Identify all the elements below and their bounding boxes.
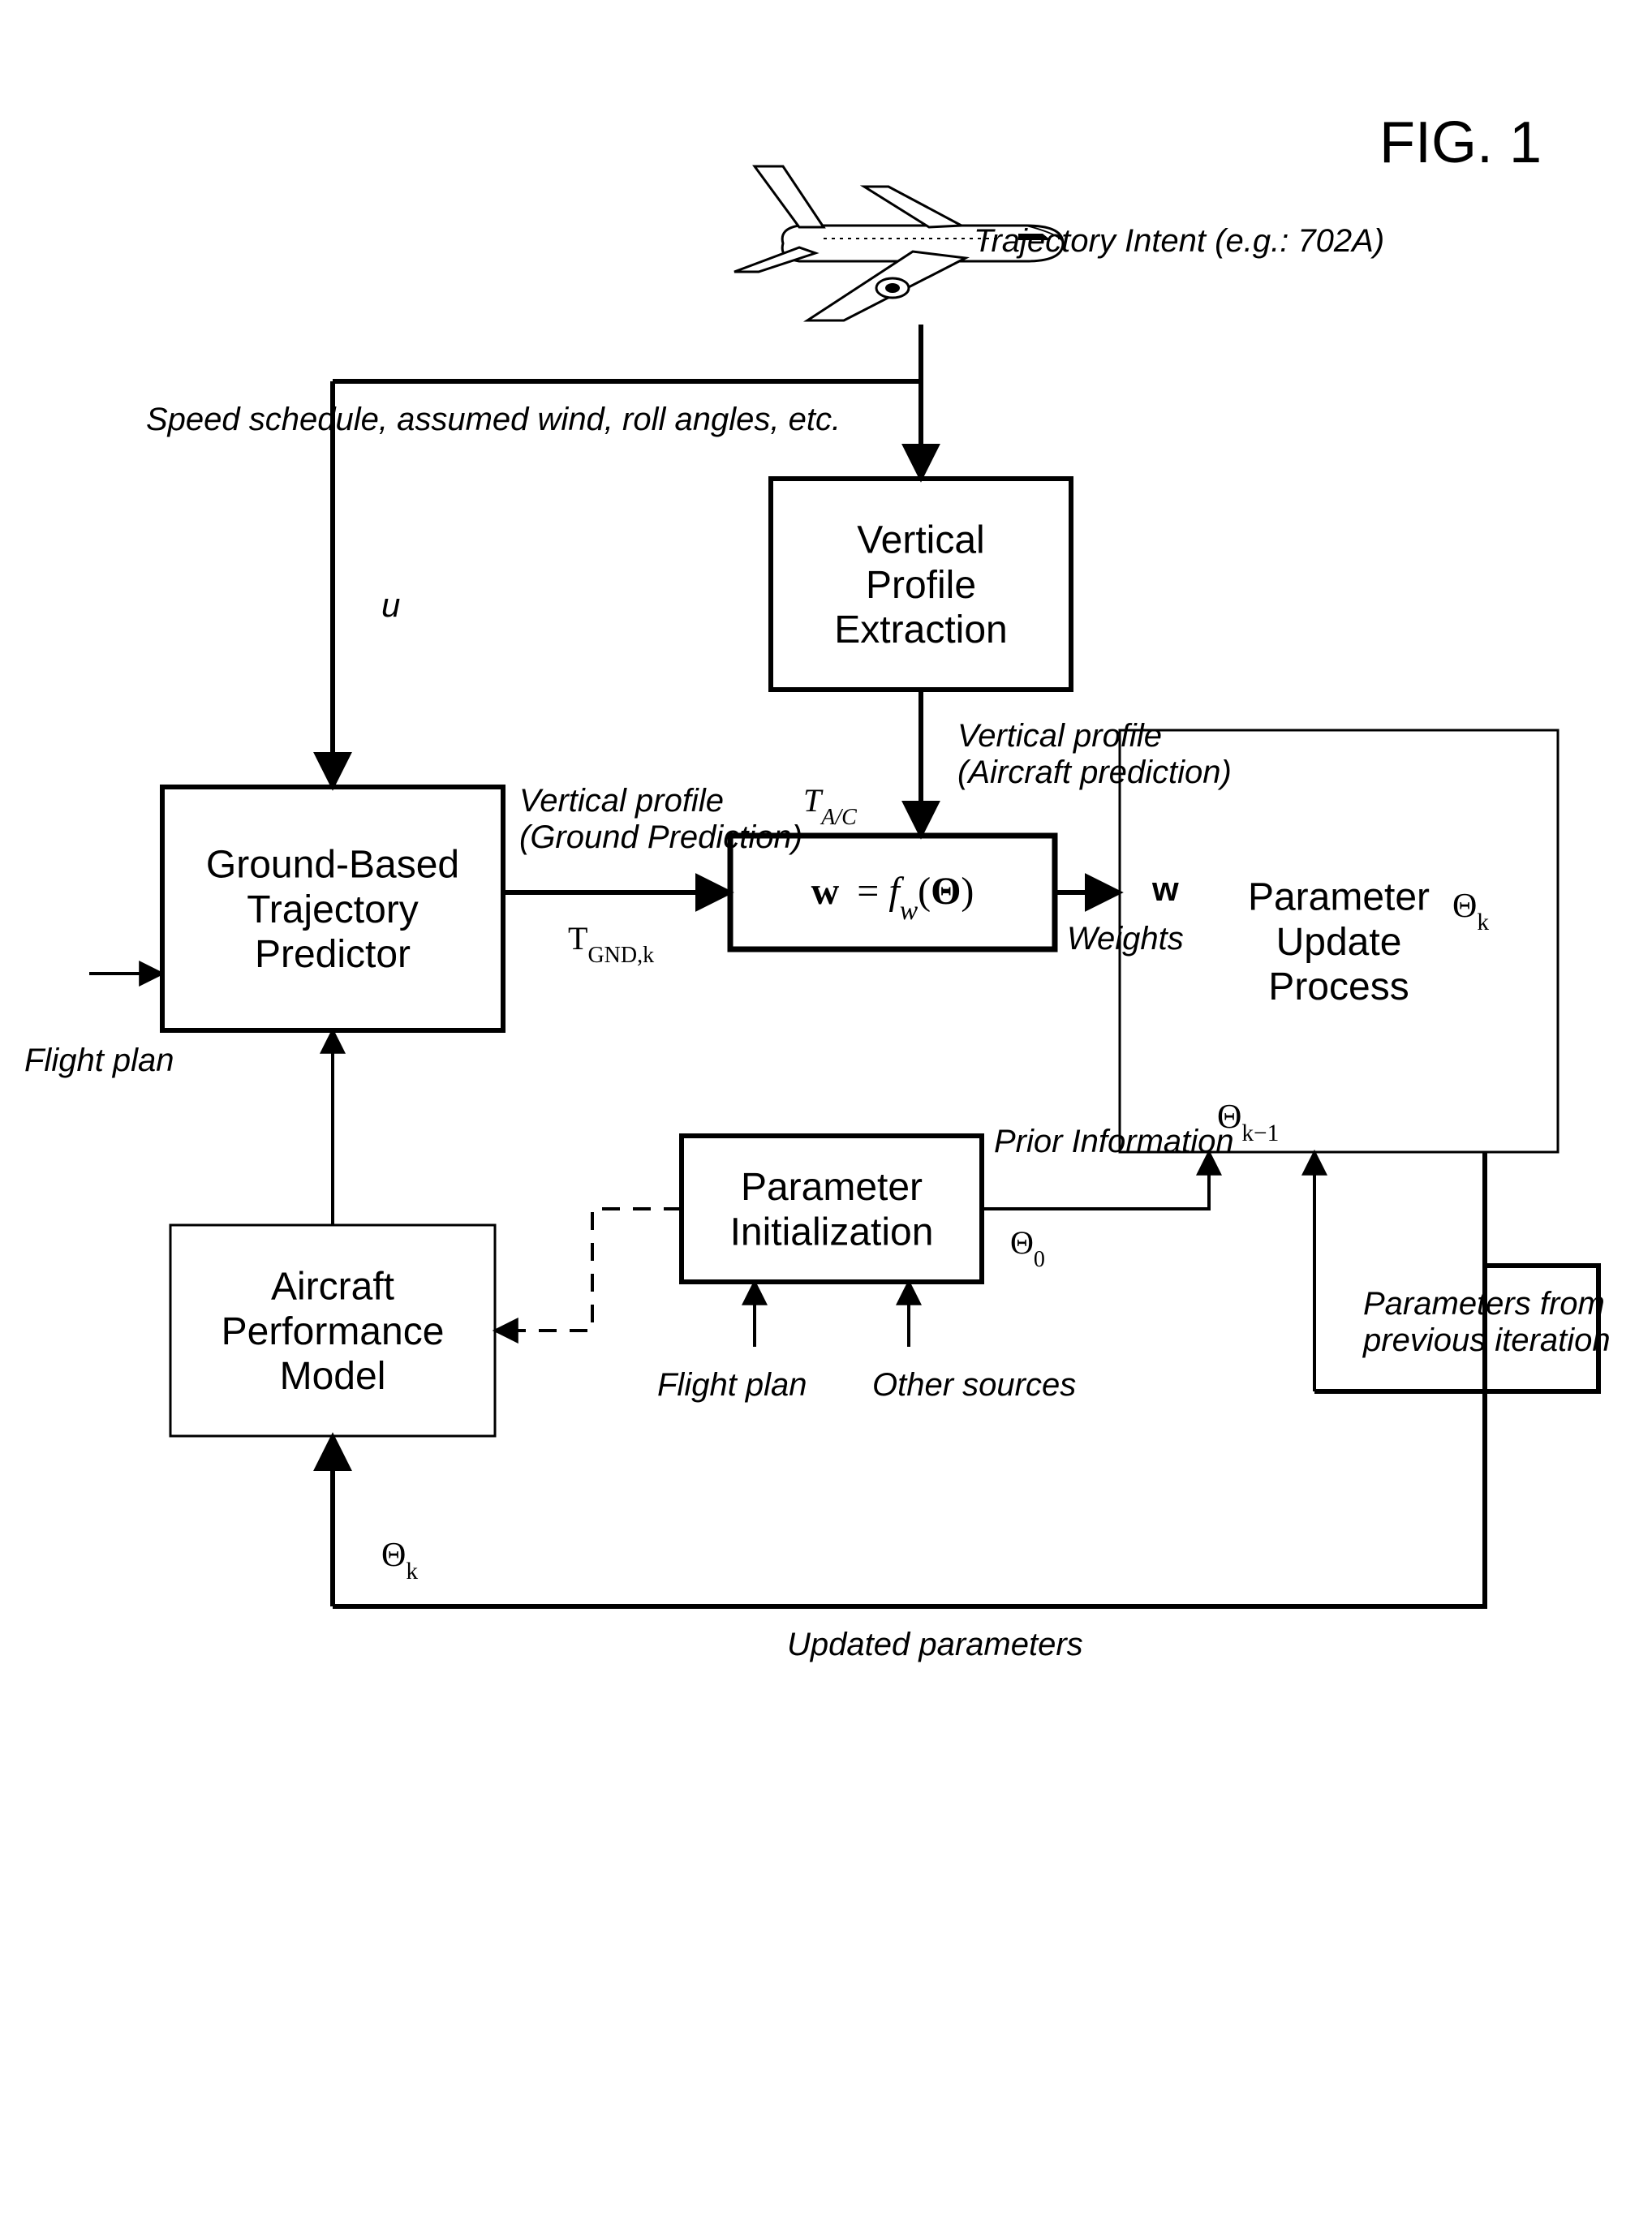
- svg-text:Weights: Weights: [1067, 921, 1184, 957]
- svg-text:w: w: [1151, 870, 1179, 908]
- svg-text:previous iteration: previous iteration: [1362, 1322, 1611, 1358]
- svg-text:Flight plan: Flight plan: [24, 1043, 174, 1078]
- svg-text:u: u: [381, 586, 400, 624]
- svg-text:Profile: Profile: [866, 564, 976, 607]
- svg-text:Performance: Performance: [222, 1310, 445, 1353]
- svg-text:Θ0: Θ0: [1010, 1224, 1045, 1272]
- svg-text:Ground-Based: Ground-Based: [206, 844, 459, 887]
- svg-text:Speed schedule, assumed wind,: Speed schedule, assumed wind, roll angle…: [146, 402, 841, 437]
- svg-text:Model: Model: [280, 1355, 386, 1398]
- svg-text:(Ground Prediction): (Ground Prediction): [519, 819, 802, 855]
- svg-text:Predictor: Predictor: [255, 933, 411, 976]
- svg-text:Parameters from: Parameters from: [1363, 1286, 1605, 1322]
- svg-text:Vertical: Vertical: [857, 519, 984, 562]
- svg-text:Prior Information: Prior Information: [994, 1124, 1234, 1159]
- svg-text:Trajectory: Trajectory: [247, 888, 419, 931]
- svg-text:Updated parameters: Updated parameters: [787, 1627, 1083, 1662]
- svg-text:Parameter: Parameter: [1248, 876, 1430, 919]
- svg-text:Vertical profile: Vertical profile: [957, 718, 1162, 754]
- svg-text:Initialization: Initialization: [730, 1210, 934, 1253]
- svg-text:FIG. 1: FIG. 1: [1379, 110, 1542, 175]
- svg-text:TGND,k: TGND,k: [568, 920, 654, 968]
- svg-text:Θk: Θk: [381, 1537, 418, 1584]
- svg-text:Extraction: Extraction: [834, 608, 1007, 651]
- svg-text:Vertical profile: Vertical profile: [519, 783, 724, 819]
- svg-text:Process: Process: [1268, 965, 1409, 1008]
- svg-text:Trajectory Intent (e.g.: 702A): Trajectory Intent (e.g.: 702A): [974, 223, 1384, 259]
- svg-text:(Aircraft prediction): (Aircraft prediction): [957, 755, 1232, 790]
- svg-text:Aircraft: Aircraft: [271, 1266, 394, 1309]
- svg-text:Update: Update: [1276, 921, 1402, 964]
- svg-text:Parameter: Parameter: [741, 1166, 923, 1209]
- svg-text:TA/C: TA/C: [803, 782, 857, 830]
- svg-text:Flight plan: Flight plan: [657, 1367, 807, 1403]
- svg-text:Other sources: Other sources: [872, 1367, 1076, 1403]
